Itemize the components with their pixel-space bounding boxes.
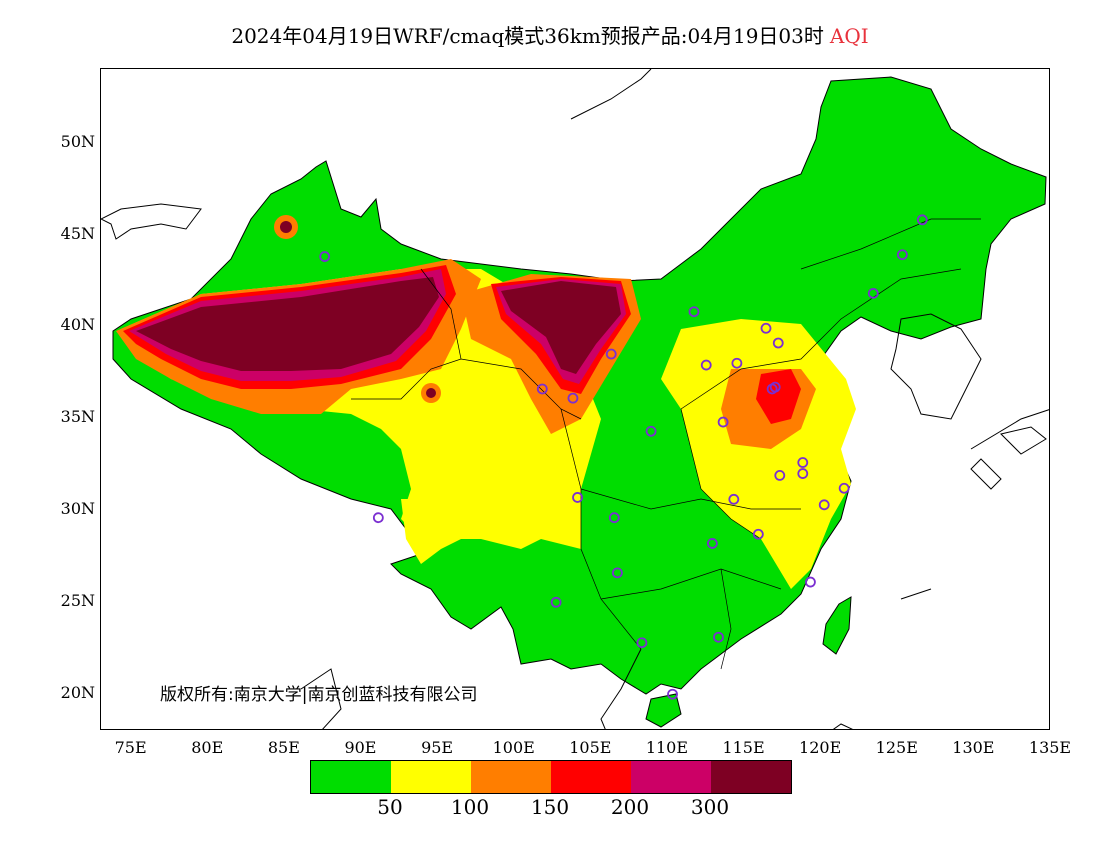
station-marker [706,538,718,549]
legend-label-50: 50 [377,795,403,819]
lat-label-25N: 25N [60,591,95,611]
hainan-island [645,693,682,728]
lon-label-125E: 125E [875,738,918,757]
lat-label-45N: 45N [60,223,95,243]
station-marker [605,348,617,360]
lon-label-110E: 110E [645,738,689,757]
aqi-hotspot-north-core [280,221,292,233]
station-marker [805,576,816,588]
station-marker [667,688,678,700]
station-marker [645,425,657,437]
station-marker [766,383,778,395]
lon-label-100E: 100E [492,738,535,757]
map-frame [100,68,1050,730]
station-marker [688,306,700,318]
station-marker [728,493,740,505]
station-marker [916,214,928,226]
lon-label-85E: 85E [267,738,300,757]
legend-swatch-0 [311,761,391,793]
station-marker [774,469,786,481]
station-marker [636,637,648,649]
station-marker [752,528,764,540]
lat-label-20N: 20N [60,683,95,703]
lon-label-95E: 95E [421,738,454,757]
station-marker [717,416,729,428]
station-marker [550,596,562,608]
taiwan-island [822,596,852,655]
station-marker [372,512,384,524]
legend-swatch-4 [631,761,711,793]
map-title: 2024年04月19日WRF/cmaq模式36km预报产品:04月19日03时 A… [0,20,1100,49]
legend-label-200: 200 [610,795,650,819]
legend-swatch-1 [391,761,471,793]
monitoring-stations [319,214,928,700]
title-variable: AQI [829,24,869,48]
lon-label-105E: 105E [569,738,612,757]
station-marker [611,567,623,579]
legend-label-100: 100 [450,795,490,819]
station-marker [818,499,830,511]
lon-label-80E: 80E [191,738,224,757]
station-marker [797,457,809,468]
station-marker [319,251,331,262]
station-marker [700,359,712,371]
station-marker [838,482,850,494]
lon-label-130E: 130E [952,738,995,757]
station-marker [713,631,724,643]
lat-label-35N: 35N [60,407,95,427]
aqi-zone-unhealthy-hotspot [756,369,801,424]
station-marker [536,383,548,395]
station-marker [772,337,784,349]
station-marker [572,492,583,503]
legend-swatch-3 [551,761,631,793]
province-borders [351,218,981,670]
station-marker [567,392,579,404]
station-marker [867,287,879,299]
aqi-zone-hazardous-west [136,277,439,371]
legend-label-150: 150 [530,795,570,819]
copyright-notice: 版权所有:南京大学|南京创蓝科技有限公司 [160,685,478,705]
lon-label-115E: 115E [722,738,765,757]
coastlines [101,69,1049,729]
station-marker [731,357,743,369]
lon-label-75E: 75E [114,738,147,757]
legend-label-300: 300 [690,795,730,819]
station-marker [797,468,809,479]
aqi-legend [310,760,792,794]
lat-label-30N: 30N [60,499,95,519]
title-main: 2024年04月19日WRF/cmaq模式36km预报产品:04月19日03时 [231,24,824,48]
aqi-zone-hazardous-central [501,281,621,374]
station-marker [608,512,620,524]
aqi-hotspot-south-core [426,388,436,398]
legend-swatch-2 [471,761,551,793]
station-marker [760,322,772,334]
lat-label-40N: 40N [60,315,95,335]
legend-swatch-5 [711,761,791,793]
lat-label-50N: 50N [60,131,95,151]
lon-label-90E: 90E [344,738,377,757]
aqi-map [101,69,1049,729]
lon-label-135E: 135E [1028,738,1072,757]
lon-label-120E: 120E [799,738,842,757]
station-marker [896,249,908,261]
aqi-zone-moderate-sw [401,499,461,564]
